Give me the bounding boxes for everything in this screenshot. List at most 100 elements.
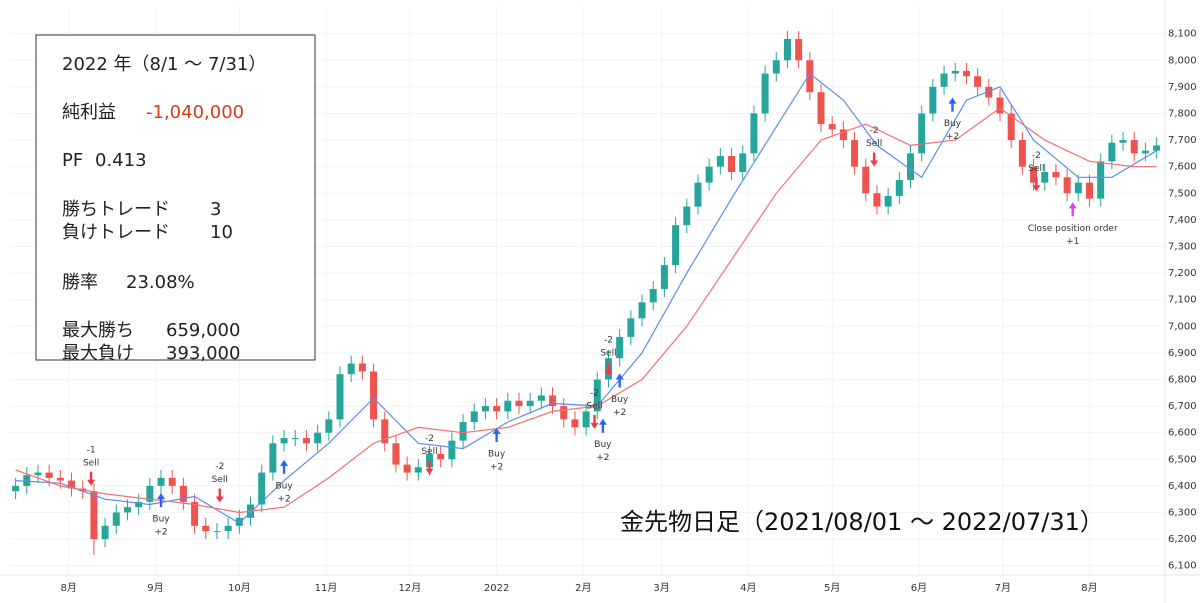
candle-body: [526, 400, 534, 407]
candle-body: [381, 419, 389, 444]
buy-arrow: [157, 493, 166, 508]
candle-body: [683, 206, 691, 226]
y-tick-label: 7,600: [1168, 162, 1197, 173]
candle-body: [1097, 161, 1105, 199]
moving-average: [15, 107, 1157, 514]
candle-body: [112, 512, 120, 526]
candle-body: [649, 289, 657, 303]
candle-body: [660, 265, 668, 290]
marker-label: Sell: [600, 349, 616, 359]
marker-label: -2: [590, 388, 599, 398]
candle-body: [414, 467, 422, 473]
candle-body: [157, 477, 165, 486]
x-tick-label: 2022: [484, 583, 509, 594]
info-value: 3: [210, 199, 221, 220]
y-tick-label: 7,400: [1168, 215, 1197, 226]
candle-body: [336, 374, 344, 420]
info-label: PF: [62, 150, 83, 171]
candle-body: [1041, 171, 1049, 183]
candle-body: [493, 406, 501, 412]
candle-body: [146, 485, 154, 502]
marker-label: Buy: [611, 395, 629, 405]
candle-body: [1030, 166, 1038, 183]
candle-body: [1119, 140, 1127, 143]
candle-body: [862, 166, 870, 194]
sell-arrow: [604, 362, 613, 377]
candle-body: [448, 440, 456, 460]
x-tick-label: 6月: [911, 582, 927, 594]
candle-body: [56, 477, 64, 481]
buy-arrow: [598, 418, 607, 433]
candle-body: [929, 86, 937, 114]
marker-label: Buy: [152, 515, 170, 525]
candle-body: [1052, 171, 1060, 178]
x-tick-label: 7月: [995, 582, 1011, 594]
candle-body: [34, 472, 42, 476]
marker-label: -2: [604, 336, 613, 346]
candle-body: [940, 73, 948, 87]
candle-body: [302, 438, 310, 444]
candle-body: [504, 400, 512, 412]
candle-body: [571, 419, 579, 428]
marker-label: +1: [1066, 237, 1079, 247]
y-tick-label: 6,200: [1168, 534, 1197, 545]
x-tick-label: 8月: [61, 582, 77, 594]
candle-body: [828, 124, 836, 130]
candle-body: [951, 70, 959, 74]
y-tick-label: 7,900: [1168, 82, 1197, 93]
marker-label: Sell: [1028, 164, 1044, 174]
x-tick-label: 11月: [315, 582, 338, 594]
buy-arrow: [948, 97, 957, 112]
candle-body: [123, 507, 131, 513]
y-tick-label: 6,800: [1168, 374, 1197, 385]
marker-label: -2: [425, 434, 434, 444]
candle-body: [728, 156, 736, 172]
marker-label: +2: [277, 494, 290, 504]
y-tick-label: 7,500: [1168, 188, 1197, 199]
candle-body: [1130, 140, 1138, 154]
info-title: 2022 年（8/1 ～ 7/31）: [62, 54, 266, 75]
info-label: 最大負け: [62, 343, 134, 364]
candle-body: [314, 432, 322, 444]
marker-label: Buy: [594, 440, 612, 450]
marker-label: -2: [1032, 151, 1041, 161]
candle-body: [235, 517, 243, 526]
candle-body: [694, 182, 702, 207]
candle-body: [403, 464, 411, 473]
y-tick-label: 6,400: [1168, 481, 1197, 492]
sell-arrow: [425, 460, 434, 475]
candle-body: [90, 491, 98, 540]
candle-body: [918, 113, 926, 154]
x-tick-label: 12月: [399, 582, 422, 594]
candle-body: [370, 371, 378, 420]
x-tick-label: 2月: [575, 582, 591, 594]
sell-arrow: [215, 488, 224, 503]
y-tick-label: 7,000: [1168, 321, 1197, 332]
candle-body: [135, 501, 143, 508]
candle-body: [202, 525, 210, 532]
candle-body: [269, 443, 277, 473]
x-tick-label: 5月: [824, 582, 840, 594]
candle-body: [739, 153, 747, 172]
info-label: 勝率: [62, 272, 98, 293]
y-tick-label: 6,500: [1168, 454, 1197, 465]
sell-arrow: [870, 152, 879, 167]
y-tick-label: 6,600: [1168, 428, 1197, 439]
candle-body: [884, 195, 892, 207]
x-tick-label: 4月: [740, 582, 756, 594]
candle-body: [392, 443, 400, 465]
candle-body: [560, 406, 568, 420]
y-tick-label: 7,800: [1168, 108, 1197, 119]
info-value: -1,040,000: [146, 102, 244, 123]
candle-body: [1074, 182, 1082, 194]
candle-body: [962, 70, 970, 77]
candle-body: [851, 140, 859, 167]
buy-arrow: [280, 459, 289, 474]
info-label: 最大勝ち: [62, 320, 134, 341]
candle-body: [191, 501, 199, 526]
info-box: [35, 34, 316, 361]
info-value: 23.08%: [126, 272, 195, 293]
candle-body: [1018, 140, 1026, 167]
